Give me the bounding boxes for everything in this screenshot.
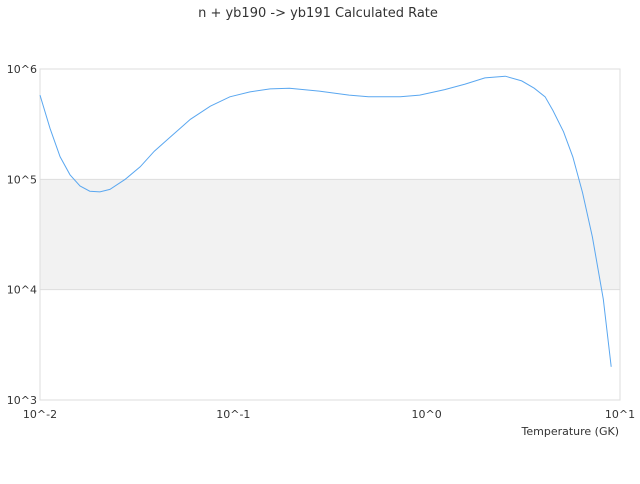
shaded-band [40, 179, 620, 290]
y-tick-label: 10^4 [7, 284, 37, 297]
x-tick-label: 10^-1 [216, 408, 250, 421]
y-tick-label: 10^5 [7, 173, 37, 186]
y-tick-label: 10^3 [7, 394, 37, 407]
x-tick-label: 10^1 [605, 408, 635, 421]
x-tick-label: 10^-2 [23, 408, 57, 421]
x-tick-label: 10^0 [412, 408, 442, 421]
plot-area: 10^3 10^4 10^5 10^6 10^-2 10^-1 10^0 10^1 [7, 63, 635, 421]
y-tick-label: 10^6 [7, 63, 37, 76]
x-axis-label: Temperature (GK) [521, 425, 620, 438]
chart-title: n + yb190 -> yb191 Calculated Rate [198, 6, 438, 21]
rate-line [39, 75, 612, 367]
